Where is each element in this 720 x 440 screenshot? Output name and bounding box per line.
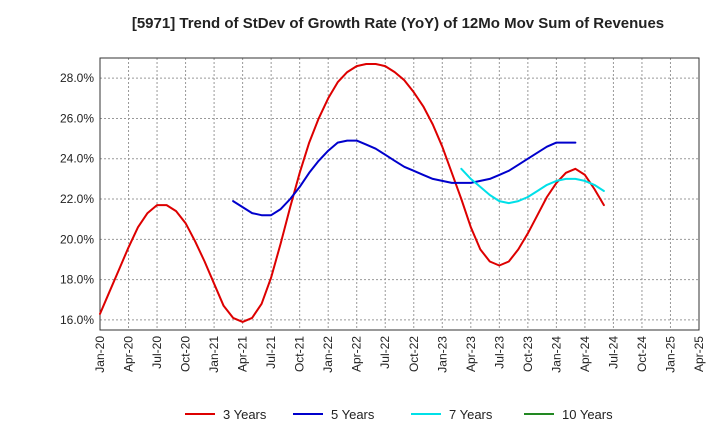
y-axis-ticks: 16.0% 18.0% 20.0% 22.0% 24.0% 26.0% 28.0% [60,71,94,327]
series-line-3-years [99,63,605,323]
x-tick-label: Jul-22 [378,336,392,369]
x-tick-label: Jan-21 [207,336,221,373]
y-tick-label: 22.0% [60,192,94,206]
x-tick-label: Jul-24 [606,336,620,369]
x-tick-label: Oct-22 [407,336,421,372]
grid [100,58,699,330]
x-tick-label: Oct-21 [293,336,307,372]
x-tick-label: Jul-23 [492,336,506,369]
plot-area-frame [99,57,700,331]
x-tick-label: Oct-24 [635,336,649,372]
x-axis-ticks: Jan-20 Apr-20 Jul-20 Oct-20 Jan-21 Apr-21 Jul-… [93,336,706,373]
x-tick-label: Apr-23 [464,336,478,372]
legend: 3 Years 5 Years 7 Years 10 Years [185,407,613,422]
y-tick-label: 18.0% [60,273,94,287]
x-tick-label: Jan-23 [435,336,449,373]
legend-label-5-years: 5 Years [331,407,375,422]
x-tick-label: Apr-22 [350,336,364,372]
y-tick-label: 20.0% [60,232,94,246]
y-tick-label: 28.0% [60,71,94,85]
x-tick-label: Oct-20 [179,336,193,372]
x-tick-label: Apr-25 [692,336,706,372]
legend-label-10-years: 10 Years [562,407,613,422]
x-tick-label: Apr-24 [578,336,592,372]
x-tick-label: Jan-20 [93,336,107,373]
y-tick-label: 16.0% [60,313,94,327]
y-tick-label: 26.0% [60,111,94,125]
y-tick-label: 24.0% [60,152,94,166]
series-line-7-years [460,167,605,205]
x-tick-label: Apr-21 [236,336,250,372]
chart-title: [5971] Trend of StDev of Growth Rate (Yo… [132,15,664,32]
x-tick-label: Apr-20 [122,336,136,372]
x-tick-label: Jul-21 [264,336,278,369]
legend-label-7-years: 7 Years [449,407,493,422]
series-line-5-years [232,139,577,217]
x-tick-label: Jul-20 [150,336,164,369]
x-tick-label: Jan-25 [663,336,677,373]
x-tick-label: Oct-23 [521,336,535,372]
series-lines [99,63,605,323]
legend-label-3-years: 3 Years [223,407,267,422]
x-tick-label: Jan-22 [321,336,335,373]
x-tick-label: Jan-24 [549,336,563,373]
